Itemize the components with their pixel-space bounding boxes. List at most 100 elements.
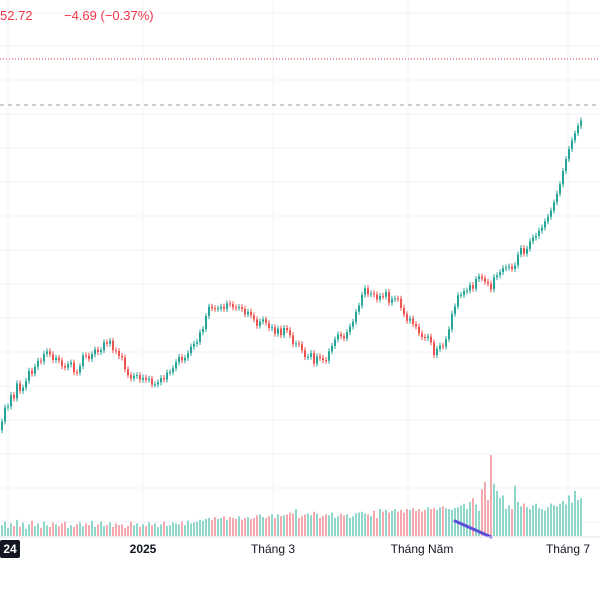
trend-line-drawing[interactable] [453, 519, 493, 539]
candle-body [478, 276, 480, 279]
candle-body [100, 350, 102, 353]
volume-bar [412, 508, 414, 536]
volume-bar [256, 515, 258, 536]
volume-bar [442, 506, 444, 536]
volume-bar [496, 491, 498, 536]
volume-bar [373, 510, 375, 536]
volume-bar [232, 518, 234, 536]
candle-body [547, 216, 549, 222]
candle-body [382, 295, 384, 297]
volume-bar [10, 523, 12, 536]
volume-bar [301, 516, 303, 536]
volume-bar [466, 509, 468, 536]
candle-body [562, 171, 564, 185]
volume-bar [178, 524, 180, 536]
volume-bar [28, 524, 30, 536]
candle-body [169, 372, 171, 374]
candle-body [355, 311, 357, 322]
volume-bar [247, 517, 249, 536]
volume-bar [46, 525, 48, 536]
candle-body [97, 349, 99, 353]
volume-bar [277, 514, 279, 536]
candle-body [256, 319, 258, 326]
volume-bar [1, 525, 3, 536]
candle-body [55, 357, 57, 360]
volume-bar [49, 527, 51, 536]
volume-bar [76, 524, 78, 536]
volume-bar [505, 509, 507, 536]
volume-bar [292, 513, 294, 536]
volume-bar [385, 509, 387, 536]
candle-body [499, 272, 501, 276]
volume-bar [175, 523, 177, 536]
candle-body [352, 321, 354, 327]
candle-body [154, 384, 156, 386]
volume-bar [190, 523, 192, 536]
volume-bar [244, 518, 246, 536]
candle-body [535, 235, 537, 238]
volume-bar [73, 527, 75, 536]
candle-body [526, 248, 528, 254]
candle-body [34, 366, 36, 374]
volume-bar [289, 512, 291, 536]
volume-bar [229, 517, 231, 536]
volume-bar [142, 524, 144, 536]
volume-bar [352, 516, 354, 536]
candle-body [289, 330, 291, 336]
volume-bar [364, 513, 366, 536]
volume-bar [160, 524, 162, 536]
candle-body [52, 354, 54, 360]
candle-body [40, 360, 42, 362]
candle-body [94, 349, 96, 355]
candle-body [61, 360, 63, 367]
drawing-tool[interactable] [453, 519, 493, 539]
volume-bar [391, 510, 393, 536]
volume-bar [85, 523, 87, 536]
volume-bar [337, 516, 339, 536]
volume-bars [1, 455, 582, 536]
candle-body [43, 353, 45, 362]
volume-bar [409, 509, 411, 536]
volume-bar [379, 509, 381, 536]
candle-body [442, 345, 444, 347]
volume-bar [238, 516, 240, 536]
volume-bar [568, 495, 570, 536]
candle-body [475, 279, 477, 289]
volume-bar [19, 527, 21, 536]
volume-bar [295, 509, 297, 536]
candle-body [205, 316, 207, 330]
candle-body [310, 353, 312, 357]
candle-body [160, 378, 162, 383]
candle-body [451, 313, 453, 330]
candle-body [187, 353, 189, 358]
time-axis[interactable]: 24 2025 Tháng 3 Tháng Năm Tháng 7 [0, 540, 590, 558]
candle-body [490, 283, 492, 290]
candle-body [337, 334, 339, 340]
volume-bar [484, 482, 486, 536]
volume-bar [574, 491, 576, 536]
volume-bar [79, 522, 81, 536]
volume-bar [163, 521, 165, 536]
volume-bar [16, 519, 18, 536]
candle-body [520, 248, 522, 255]
candle-body [136, 375, 138, 377]
volume-bar [157, 527, 159, 536]
volume-bar [400, 509, 402, 536]
candle-body [370, 293, 372, 295]
volume-bar [88, 525, 90, 536]
candle-body [49, 351, 51, 355]
volume-bar [253, 518, 255, 536]
candle-body [556, 193, 558, 203]
volume-bar [124, 527, 126, 536]
volume-bar [61, 523, 63, 536]
time-axis-label: 2025 [130, 542, 157, 556]
volume-bar [52, 522, 54, 536]
candle-body [505, 267, 507, 269]
volume-bar [64, 521, 66, 536]
candle-body [115, 350, 117, 352]
candle-body [364, 288, 366, 295]
volume-bar [433, 508, 435, 536]
candle-body [565, 159, 567, 171]
